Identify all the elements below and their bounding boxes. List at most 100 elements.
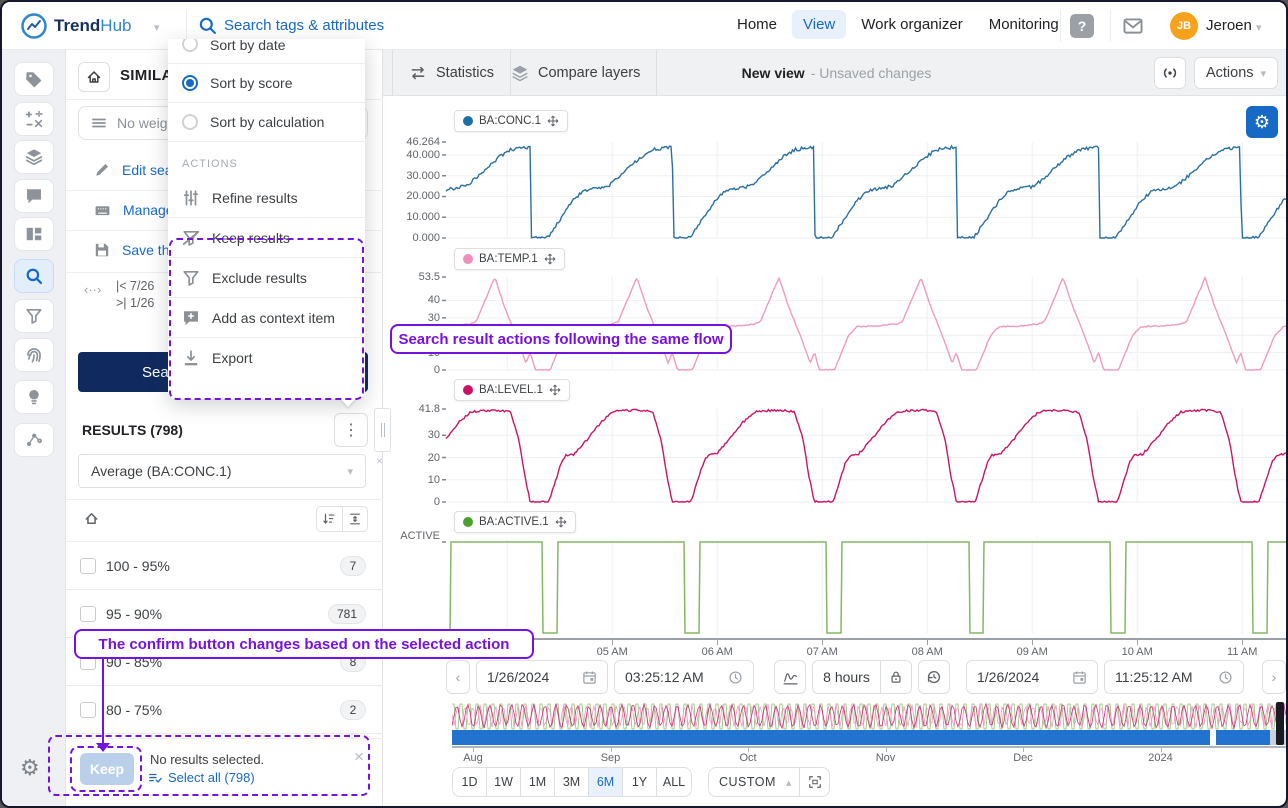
help-icon[interactable]: ? [1070,14,1094,38]
step-forward-button[interactable]: › [1262,660,1286,694]
live-mode-button[interactable] [1154,57,1186,89]
annotation-callout-flow: Search result actions following the same… [390,324,732,354]
trendhub-logo-icon [21,13,47,39]
overview-strip[interactable]: Aug Sep Oct Nov Dec 2024 [452,702,1286,764]
move-icon[interactable] [544,253,556,265]
filter-icon [183,270,199,286]
step-back-button[interactable]: ‹ [446,660,470,694]
move-icon[interactable] [555,516,567,528]
range-button-1y[interactable]: 1Y [623,768,657,796]
result-row[interactable]: 80 - 75% 2 [66,686,383,734]
duration-value: 8 hours [823,669,870,685]
end-time-field[interactable]: 11:25:12 AM [1104,660,1244,694]
history-button[interactable] [918,660,950,694]
aggregation-select[interactable]: Average (BA:CONC.1) ▾ [78,454,366,488]
sidebar-item-settings[interactable]: ⚙ [20,756,40,781]
y-axis-tick-label: 20.000 [406,190,440,203]
brand-light: Hub [100,16,132,35]
nav-item-view[interactable]: View [792,10,847,39]
sort-descending-icon[interactable] [317,507,343,531]
series-badge-ba-active-1[interactable]: BA:ACTIVE.1 [454,511,576,533]
sidebar-item-tag[interactable] [14,62,54,96]
sidebar-item-search[interactable] [14,259,54,293]
results-kebab-button[interactable]: ⋮ [334,413,368,447]
panel-collapse-icon[interactable]: × [376,454,384,468]
panel-splitter-handle[interactable] [374,408,391,452]
panel-title: SIMILA [120,67,173,84]
compact-view-button[interactable] [774,660,806,694]
range-button-all[interactable]: ALL [662,775,686,789]
mail-icon[interactable] [1122,15,1144,40]
user-caret-icon[interactable]: ▾ [1256,22,1262,34]
edit-search-link[interactable]: Edit sea [78,152,173,188]
range-button-1m[interactable]: 1M [521,768,555,796]
nav-item-work-organizer[interactable]: Work organizer [861,16,963,33]
sidebar-item-graph[interactable] [14,423,54,457]
save-link[interactable]: Save th [78,232,169,268]
menu-item-sort-by-date[interactable]: Sort by date [168,39,365,63]
menu-item-add-as-context-item[interactable]: Add as context item [168,298,365,337]
sidebar-item-dashboard[interactable] [14,217,54,251]
fit-range-button[interactable] [799,768,829,796]
nav-item-home[interactable]: Home [737,16,778,33]
start-time-field[interactable]: 03:25:12 AM [614,660,754,694]
result-checkbox[interactable] [80,557,96,574]
menu-item-export[interactable]: Export [168,338,365,377]
menu-item-keep-results[interactable]: Keep results [168,218,365,257]
manage-link[interactable]: Manage [78,192,174,228]
sidebar-item-layers[interactable] [14,140,54,174]
lock-duration-button[interactable] [880,661,911,693]
series-badge-ba-temp-1[interactable]: BA:TEMP.1 [454,248,565,270]
time-axis-label: 09 AM [1016,646,1048,658]
custom-range-button[interactable]: CUSTOM ▴ [708,767,831,797]
avatar[interactable]: JB [1170,12,1198,40]
selection-bar-segment[interactable] [452,730,1210,745]
strip-drag-handle[interactable] [1276,702,1284,745]
list-home-icon[interactable] [84,511,99,529]
sidebar-item-comment[interactable] [14,179,54,213]
end-date-field[interactable]: 1/26/2024 [966,660,1098,694]
panel-home-button[interactable] [78,62,110,92]
time-axis-label: 07 AM [806,646,838,658]
start-date-field[interactable]: 1/26/2024 [476,660,608,694]
nav-item-monitoring[interactable]: Monitoring [988,16,1059,33]
range-button-6m[interactable]: 6M [589,768,623,796]
confirm-keep-button[interactable]: Keep [80,753,134,785]
sidebar-item-filter[interactable] [14,299,54,333]
actions-button[interactable]: Actions ▾ [1194,57,1278,89]
series-badge-ba-conc-1[interactable]: BA:CONC.1 [454,110,568,132]
user-name[interactable]: Jeroen [1206,17,1252,34]
statistics-button[interactable]: Statistics [392,50,512,96]
search-input[interactable]: Search tags & attributes [224,17,385,34]
footer-close-icon[interactable]: × [354,747,364,766]
functions-icon [25,111,43,128]
compare-layers-button[interactable]: Compare layers [495,50,658,96]
result-checkbox[interactable] [80,605,96,622]
select-all-link[interactable]: Select all (798) [148,770,255,785]
move-icon[interactable] [547,115,559,127]
range-button-3m[interactable]: 3M [555,768,589,796]
range-button-1w[interactable]: 1W [487,768,521,796]
menu-item-sort-by-score[interactable]: Sort by score [168,64,365,102]
menu-item-sort-by-calculation[interactable]: Sort by calculation [168,103,365,141]
series-badge-ba-level-1[interactable]: BA:LEVEL.1 [454,379,570,401]
sidebar-item-functions[interactable] [14,102,54,136]
range-button-1d[interactable]: 1D [453,768,487,796]
result-row[interactable]: 100 - 95% 7 [66,542,383,590]
menu-item-refine-results[interactable]: Refine results [168,178,365,217]
sidebar-item-fingerprint[interactable] [14,338,54,372]
duration-field[interactable]: 8 hours [812,660,912,694]
brand-name: TrendHub [54,16,131,36]
menu-item-exclude-results[interactable]: Exclude results [168,258,365,297]
sliders-icon [183,189,199,206]
filter-keep-icon [182,230,200,246]
chart-settings-button[interactable]: ⚙ [1246,106,1278,138]
result-checkbox[interactable] [80,701,96,718]
calendar-icon [1073,671,1086,684]
brand-caret-icon[interactable]: ▾ [154,22,160,34]
selection-bar-segment[interactable] [1216,730,1270,745]
move-icon[interactable] [549,384,561,396]
sidebar-item-lightbulb[interactable] [14,380,54,414]
selection-bar-segment[interactable] [1210,730,1216,745]
collapse-rows-icon[interactable] [343,512,368,526]
